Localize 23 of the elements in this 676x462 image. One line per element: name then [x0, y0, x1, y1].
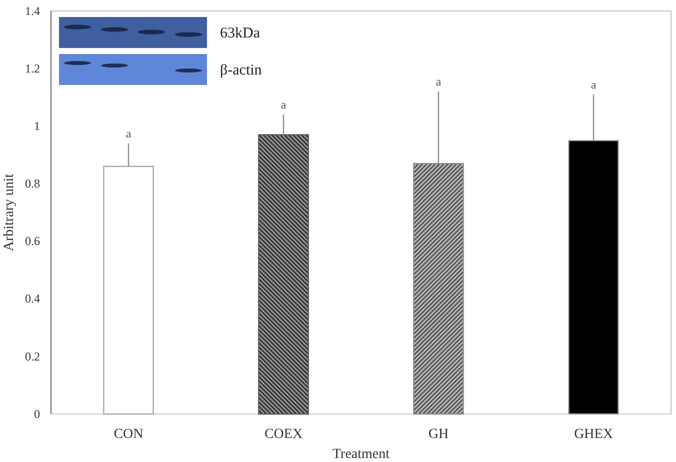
annotation: a — [590, 77, 597, 92]
y-tick-label: 0.6 — [25, 234, 40, 248]
annotation: β-actin — [220, 62, 262, 78]
x-tick-label: CON — [114, 426, 144, 442]
y-tick-label: 0 — [34, 406, 40, 421]
x-tick-label: GHEX — [574, 426, 613, 442]
y-tick-label: 1.2 — [25, 61, 40, 76]
annotation: a — [126, 126, 132, 140]
annotation: a — [280, 98, 287, 112]
y-axis-title: Arbitrary unit — [2, 174, 17, 252]
x-tick-label: COEX — [264, 426, 303, 442]
y-tick-label: 0.8 — [25, 176, 40, 191]
y-tick-label: 1 — [34, 118, 40, 133]
bar — [568, 140, 619, 415]
x-tick-label: GH — [428, 426, 449, 442]
y-tick-label: 0.4 — [25, 292, 40, 306]
y-tick-label: 0.2 — [25, 349, 40, 364]
y-tick-label: 1.4 — [25, 4, 40, 18]
annotation: 63kDa — [220, 26, 260, 42]
bar — [103, 166, 154, 415]
x-axis-title: Treatment — [332, 447, 390, 462]
annotation: a — [436, 74, 442, 89]
bar — [258, 134, 309, 415]
